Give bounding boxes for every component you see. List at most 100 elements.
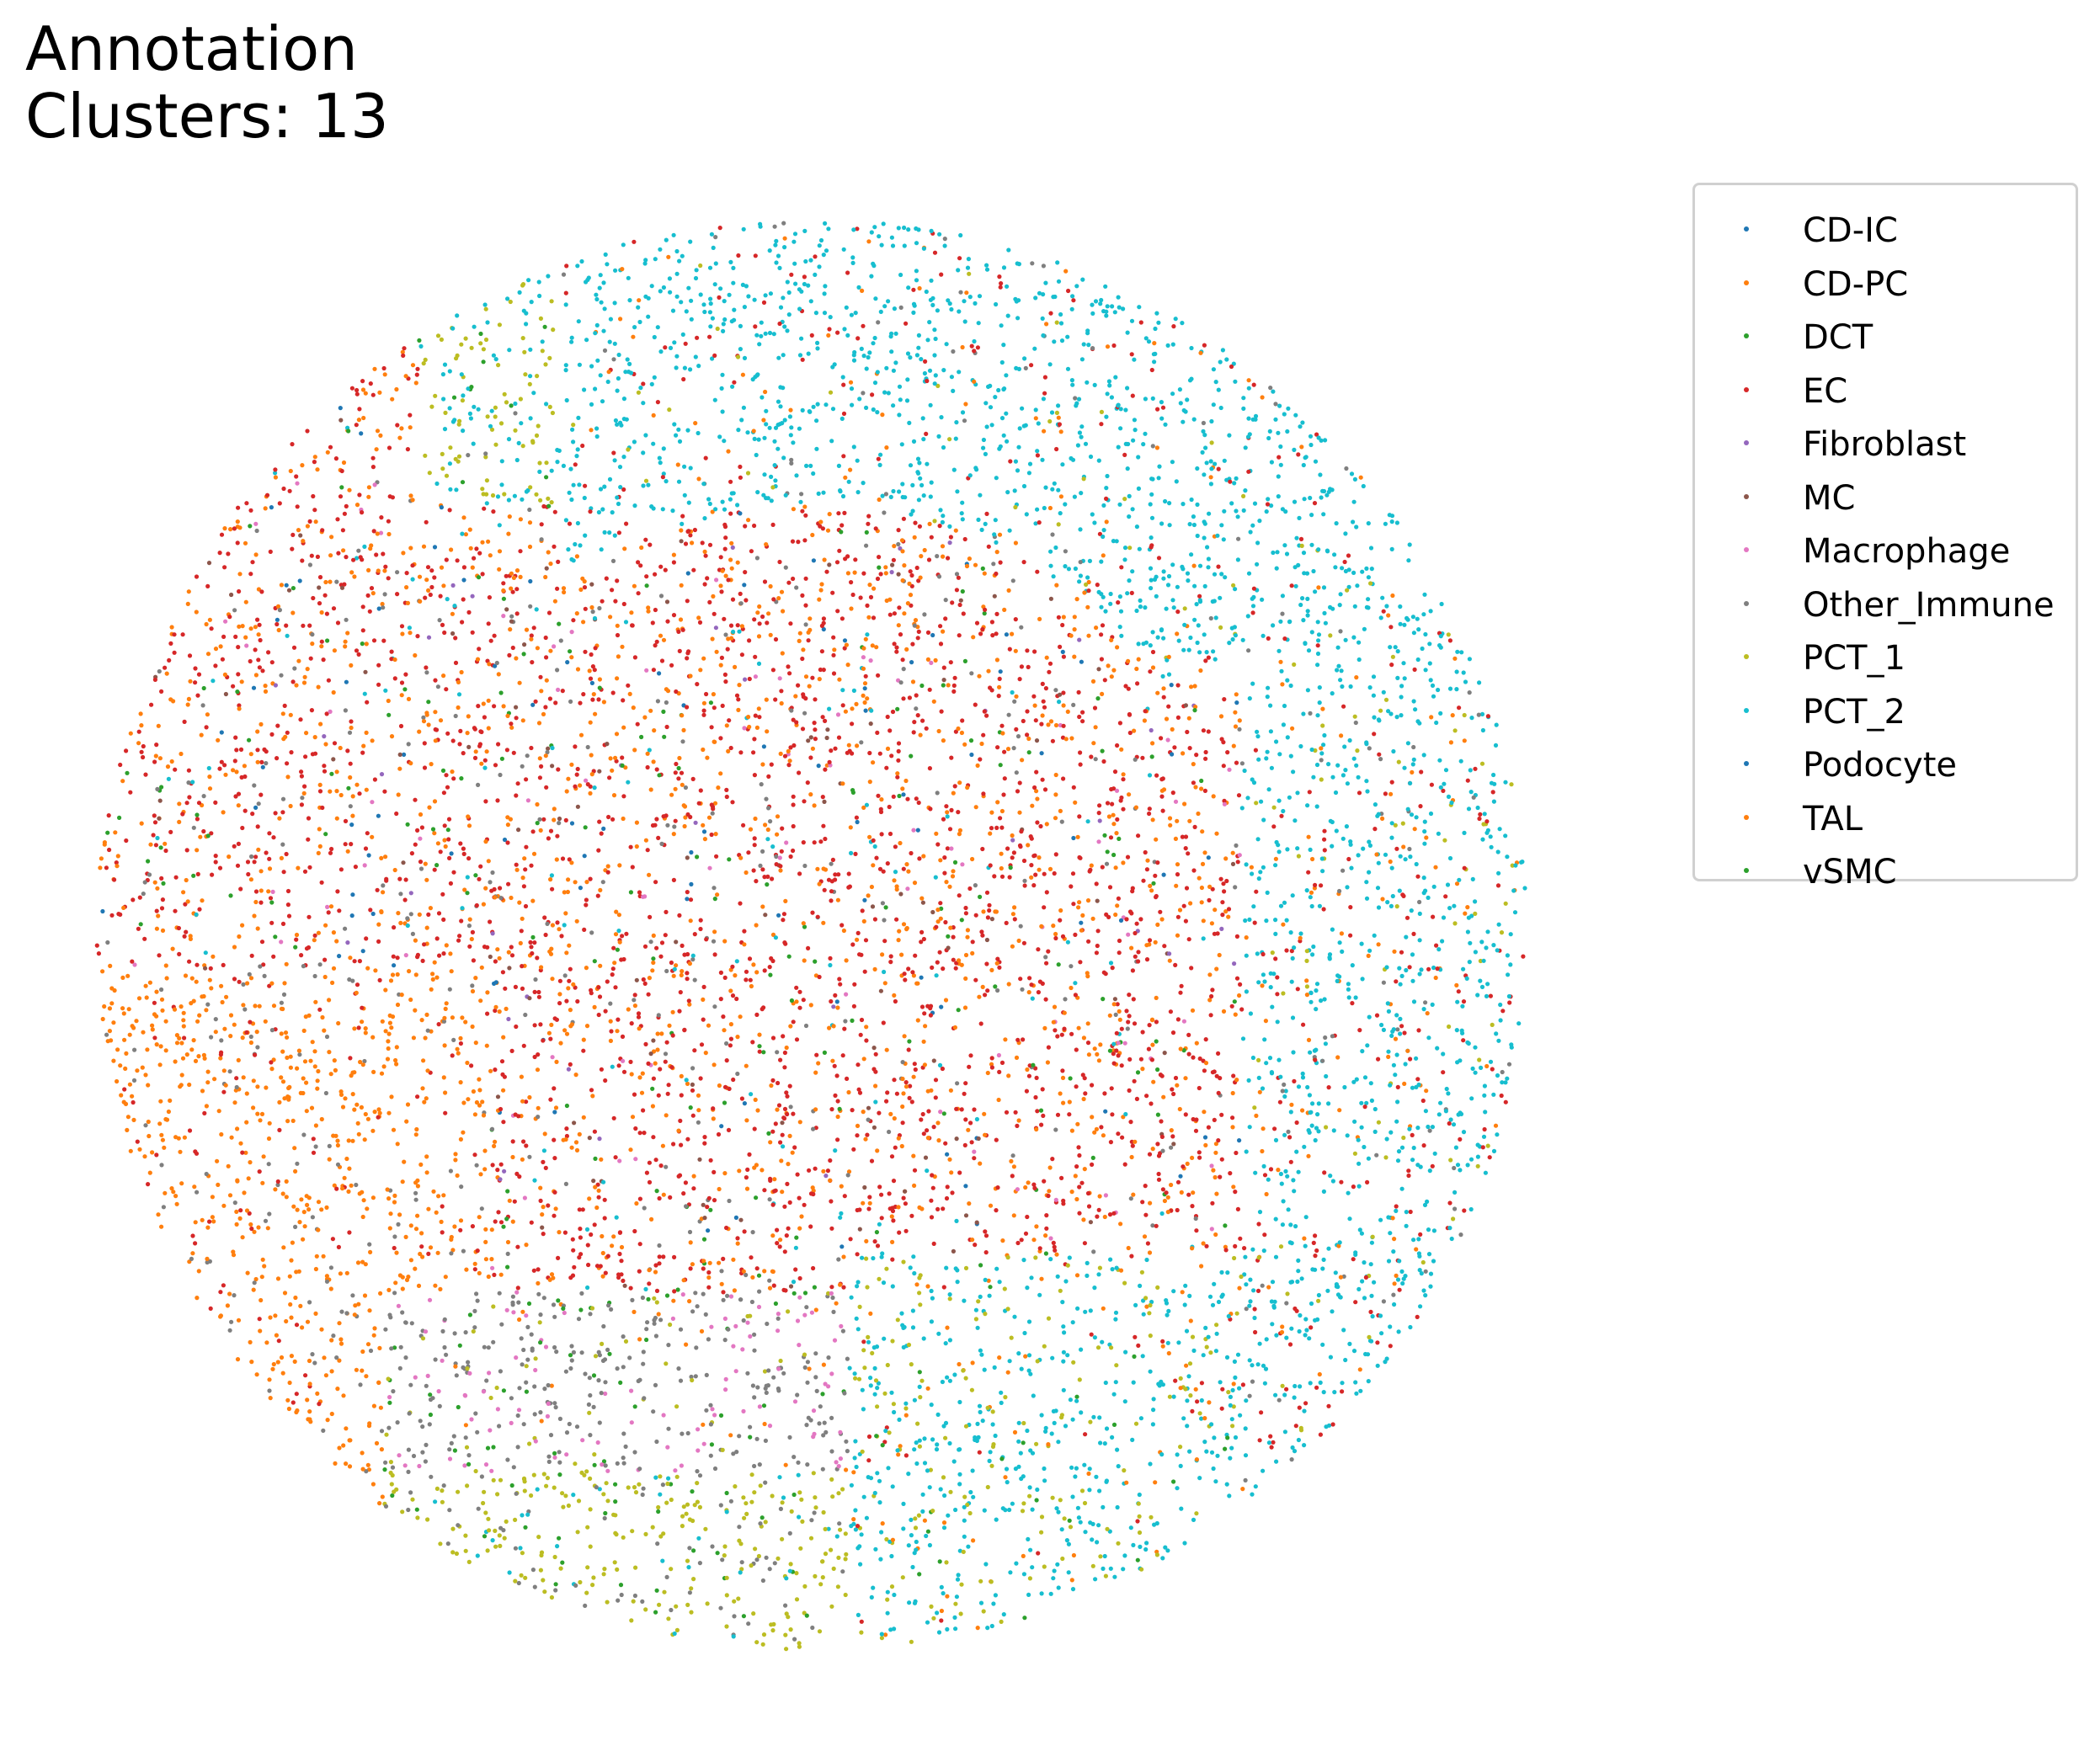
scatter-point [833, 1148, 838, 1153]
scatter-point [945, 1184, 950, 1190]
scatter-point [1403, 1062, 1408, 1067]
scatter-point [395, 971, 400, 977]
scatter-point [1035, 1359, 1040, 1364]
scatter-point [803, 513, 808, 518]
scatter-point [1093, 299, 1099, 304]
scatter-point [1056, 962, 1061, 967]
scatter-point [1017, 780, 1022, 785]
scatter-point [877, 1478, 882, 1483]
scatter-point [768, 1178, 773, 1183]
scatter-point [667, 276, 673, 281]
scatter-point [997, 1280, 1002, 1285]
scatter-point [1129, 318, 1135, 323]
scatter-point [763, 913, 768, 918]
scatter-point [1427, 661, 1432, 666]
scatter-point [415, 1094, 420, 1099]
scatter-point [483, 886, 488, 891]
scatter-point [434, 1486, 440, 1491]
scatter-point [1135, 1557, 1140, 1562]
scatter-point [1186, 1032, 1191, 1037]
scatter-point [94, 943, 99, 948]
scatter-point [308, 1058, 313, 1063]
scatter-point [1275, 975, 1280, 980]
scatter-point [673, 1468, 678, 1473]
scatter-point [514, 568, 520, 573]
scatter-point [1260, 395, 1265, 400]
scatter-point [654, 945, 659, 950]
scatter-point [498, 421, 504, 426]
scatter-point [147, 1170, 152, 1175]
scatter-point [152, 759, 157, 764]
scatter-point [277, 1127, 282, 1132]
scatter-point [603, 1009, 608, 1014]
scatter-point [1025, 1067, 1030, 1073]
scatter-point [1475, 1154, 1480, 1159]
scatter-point [983, 993, 988, 998]
scatter-point [696, 430, 701, 436]
scatter-point [854, 701, 859, 707]
scatter-point [1143, 1184, 1148, 1189]
scatter-point [181, 1010, 186, 1015]
scatter-point [408, 1223, 413, 1228]
scatter-point [406, 1507, 411, 1513]
scatter-point [1133, 1302, 1138, 1307]
scatter-point [796, 1472, 801, 1477]
scatter-point [1248, 1011, 1253, 1016]
scatter-point [935, 554, 940, 559]
scatter-point [835, 712, 841, 717]
scatter-point [1123, 441, 1128, 447]
scatter-point [594, 292, 599, 297]
scatter-point [661, 1254, 666, 1259]
scatter-point [1232, 961, 1237, 966]
scatter-point [1009, 1158, 1014, 1163]
scatter-point [481, 1500, 486, 1506]
scatter-point [243, 808, 248, 813]
scatter-point [312, 508, 317, 513]
scatter-point [1056, 615, 1061, 620]
scatter-point [1322, 828, 1327, 833]
scatter-point [941, 966, 946, 971]
scatter-point [977, 673, 982, 679]
scatter-point [128, 790, 133, 795]
scatter-point [483, 1227, 488, 1232]
scatter-point [516, 440, 521, 446]
scatter-point [456, 1404, 461, 1410]
scatter-point [120, 1006, 125, 1011]
scatter-point [1454, 1028, 1459, 1033]
scatter-point [1498, 1002, 1503, 1008]
scatter-point [348, 956, 353, 961]
scatter-point [1510, 863, 1515, 868]
scatter-point [901, 922, 907, 927]
scatter-point [145, 1047, 150, 1052]
scatter-point [1203, 445, 1208, 450]
scatter-point [1101, 759, 1106, 764]
scatter-point [1330, 844, 1335, 849]
scatter-point [1362, 1296, 1367, 1301]
scatter-point [1058, 494, 1063, 499]
scatter-point [598, 373, 603, 378]
scatter-point [1242, 1246, 1247, 1251]
scatter-point [466, 1097, 471, 1102]
scatter-point [486, 621, 491, 626]
scatter-point [564, 1031, 570, 1036]
scatter-point [453, 713, 458, 719]
scatter-point [698, 918, 703, 923]
scatter-point [957, 1170, 962, 1175]
scatter-point [1200, 450, 1205, 455]
scatter-point [599, 831, 604, 836]
scatter-point [146, 859, 151, 864]
scatter-point [1188, 635, 1193, 641]
scatter-point [1496, 922, 1501, 927]
scatter-point [1110, 304, 1115, 309]
scatter-point [397, 1453, 402, 1458]
scatter-point [395, 423, 400, 428]
scatter-point [912, 1270, 917, 1276]
scatter-point [744, 1063, 749, 1068]
scatter-point [347, 977, 352, 982]
scatter-point [481, 347, 487, 352]
scatter-point [634, 820, 640, 825]
scatter-point [236, 803, 241, 808]
scatter-point [229, 592, 234, 598]
scatter-point [473, 749, 478, 754]
scatter-point [754, 1436, 760, 1441]
